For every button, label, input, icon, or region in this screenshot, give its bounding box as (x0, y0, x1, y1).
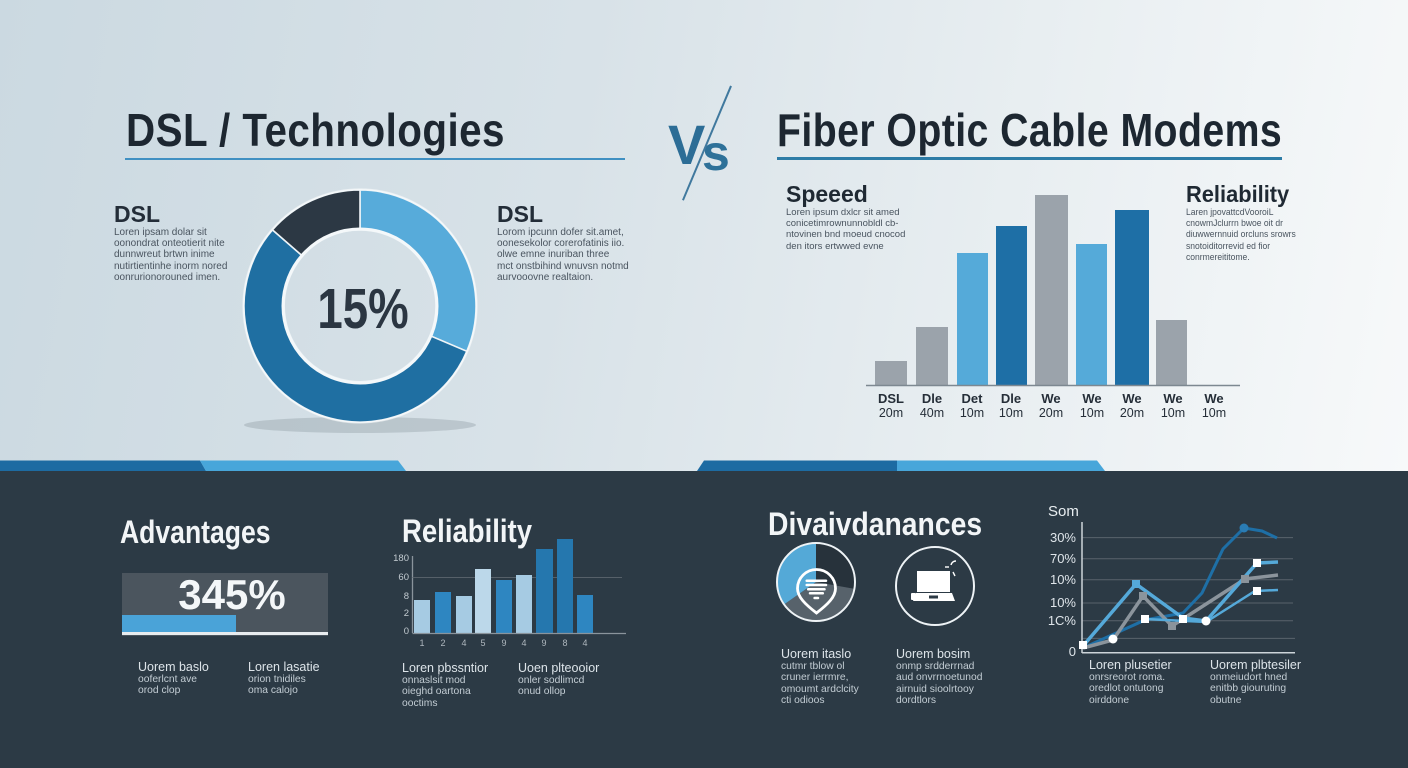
svg-text:20m: 20m (1120, 406, 1144, 420)
svg-text:20m: 20m (1039, 406, 1063, 420)
svg-text:2: 2 (440, 638, 445, 648)
svg-text:4: 4 (582, 638, 587, 648)
svg-text:9: 9 (501, 638, 506, 648)
svg-text:10m: 10m (1161, 406, 1185, 420)
svg-text:20m: 20m (879, 406, 903, 420)
svg-text:0: 0 (1069, 644, 1076, 659)
svg-text:10m: 10m (1202, 406, 1226, 420)
svg-text:10m: 10m (999, 406, 1023, 420)
svg-text:We: We (1082, 391, 1101, 406)
svg-text:40m: 40m (920, 406, 944, 420)
svg-text:1C%: 1C% (1048, 613, 1077, 628)
svg-text:10%: 10% (1050, 572, 1076, 587)
svg-text:4: 4 (461, 638, 466, 648)
svg-text:We: We (1041, 391, 1060, 406)
svg-text:2: 2 (404, 608, 409, 619)
svg-text:0: 0 (404, 626, 409, 637)
svg-text:We: We (1163, 391, 1182, 406)
svg-text:Dle: Dle (1001, 391, 1021, 406)
svg-text:70%: 70% (1050, 551, 1076, 566)
svg-text:8: 8 (562, 638, 567, 648)
svg-text:We: We (1204, 391, 1223, 406)
svg-text:180: 180 (393, 553, 409, 564)
svg-text:30%: 30% (1050, 530, 1076, 545)
svg-text:8: 8 (404, 591, 409, 602)
svg-text:5: 5 (480, 638, 485, 648)
svg-text:10m: 10m (960, 406, 984, 420)
svg-text:Det: Det (962, 391, 984, 406)
svg-text:4: 4 (521, 638, 526, 648)
svg-text:10%: 10% (1050, 595, 1076, 610)
svg-text:9: 9 (541, 638, 546, 648)
svg-text:We: We (1122, 391, 1141, 406)
svg-text:DSL: DSL (878, 391, 904, 406)
svg-text:60: 60 (398, 572, 409, 583)
svg-text:1: 1 (419, 638, 424, 648)
svg-text:Dle: Dle (922, 391, 942, 406)
svg-text:10m: 10m (1080, 406, 1104, 420)
